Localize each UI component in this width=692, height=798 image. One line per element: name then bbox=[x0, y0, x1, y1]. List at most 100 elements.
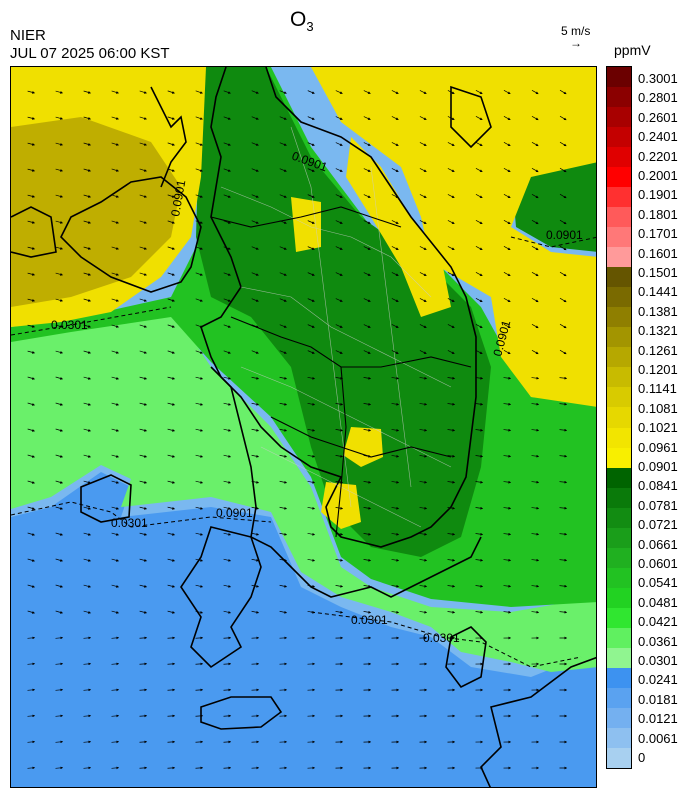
wind-arrow bbox=[111, 610, 120, 614]
field-olive-northwest bbox=[11, 117, 181, 307]
wind-arrow bbox=[139, 532, 148, 536]
wind-arrow bbox=[195, 480, 204, 484]
wind-arrow bbox=[83, 168, 92, 172]
colorbar-swatch bbox=[607, 87, 631, 108]
wind-arrow bbox=[335, 90, 343, 94]
wind-arrow bbox=[391, 220, 399, 224]
wind-arrow bbox=[167, 272, 175, 276]
wind-arrow bbox=[251, 584, 260, 588]
colorbar-swatch bbox=[607, 467, 631, 489]
wind-arrow bbox=[223, 350, 231, 354]
wind-arrow bbox=[55, 116, 64, 120]
contour-southwest bbox=[11, 501, 272, 528]
wind-arrow bbox=[251, 402, 260, 406]
wind-arrow bbox=[419, 168, 427, 172]
wind-arrow bbox=[83, 324, 92, 328]
wind-arrow bbox=[419, 376, 428, 380]
wind-arrow bbox=[27, 662, 36, 666]
wind-arrow bbox=[27, 428, 36, 432]
wind-arrow bbox=[363, 480, 372, 484]
wind-arrow bbox=[503, 350, 511, 355]
colorbar-swatch bbox=[607, 147, 631, 168]
wind-arrow bbox=[251, 350, 259, 354]
wind-arrow bbox=[55, 324, 64, 328]
wind-arrow bbox=[447, 402, 456, 406]
wind-arrow bbox=[139, 90, 147, 94]
wind-arrow bbox=[139, 584, 148, 588]
wind-arrow bbox=[531, 454, 540, 458]
wind-arrow bbox=[251, 480, 260, 484]
wind-arrow bbox=[27, 220, 36, 224]
wind-arrow bbox=[55, 298, 64, 302]
wind-arrow bbox=[83, 350, 92, 354]
wind-arrow bbox=[27, 714, 36, 718]
vector-scale-label: 5 m/s bbox=[561, 24, 591, 38]
wind-arrow bbox=[167, 688, 176, 692]
wind-arrow bbox=[307, 376, 316, 380]
wind-arrow bbox=[307, 194, 315, 198]
wind-arrow bbox=[111, 142, 120, 146]
colorbar-swatch bbox=[607, 607, 631, 629]
wind-arrow bbox=[167, 220, 175, 224]
wind-arrow bbox=[83, 376, 92, 380]
wind-arrow bbox=[139, 662, 148, 666]
colorbar-tick-label: 0.3001 bbox=[638, 71, 678, 86]
wind-arrow bbox=[307, 480, 316, 484]
wind-arrow bbox=[559, 532, 568, 536]
wind-arrow bbox=[195, 220, 203, 224]
wind-arrow bbox=[111, 324, 120, 328]
wind-arrow bbox=[419, 610, 428, 614]
wind-arrow bbox=[419, 298, 427, 302]
wind-arrow bbox=[167, 168, 175, 172]
wind-arrow bbox=[503, 194, 511, 199]
colorbar-tick-label: 0.0901 bbox=[638, 459, 678, 474]
wind-arrow bbox=[279, 90, 287, 94]
wind-arrow bbox=[251, 246, 259, 250]
wind-arrow bbox=[335, 220, 343, 224]
wind-arrow bbox=[195, 506, 204, 510]
admin-border-2 bbox=[240, 286, 452, 388]
wind-arrow bbox=[55, 90, 64, 94]
wind-arrow bbox=[251, 142, 259, 146]
wind-arrow bbox=[55, 766, 64, 770]
wind-arrow bbox=[419, 116, 427, 120]
wind-arrow bbox=[307, 298, 315, 302]
wind-arrow bbox=[531, 115, 539, 121]
colorbar-swatch bbox=[607, 527, 631, 549]
wind-arrow bbox=[167, 454, 176, 458]
colorbar-tick-label: 0.1261 bbox=[638, 342, 678, 358]
wind-arrow bbox=[223, 298, 231, 302]
wind-arrow bbox=[55, 610, 64, 614]
wind-arrow bbox=[111, 662, 120, 666]
wind-arrow bbox=[391, 610, 400, 614]
colorbar-tick-label: 0.1381 bbox=[638, 303, 678, 319]
wind-arrow bbox=[27, 168, 36, 172]
field-yellow-coast bbox=[346, 137, 451, 317]
wind-arrow bbox=[447, 480, 456, 484]
wind-arrow bbox=[55, 740, 64, 744]
wind-arrow bbox=[167, 194, 175, 198]
colorbar-tick-label: 0.1021 bbox=[638, 420, 678, 436]
wind-arrow bbox=[167, 714, 176, 718]
wind-arrow bbox=[335, 402, 344, 406]
wind-arrow bbox=[475, 324, 483, 328]
colorbar-swatch bbox=[607, 327, 631, 348]
wind-arrow bbox=[335, 610, 344, 614]
wind-arrow bbox=[111, 480, 120, 484]
wind-arrow bbox=[531, 480, 540, 484]
wind-arrow bbox=[139, 402, 148, 406]
wind-arrow bbox=[139, 636, 148, 640]
colorbar-swatch bbox=[607, 227, 631, 248]
wind-arrow bbox=[531, 506, 540, 510]
wind-arrow bbox=[167, 246, 175, 250]
wind-arrow bbox=[83, 116, 92, 120]
wind-arrow bbox=[167, 610, 176, 614]
wind-arrow bbox=[83, 714, 92, 718]
wind-arrow bbox=[27, 324, 36, 328]
wind-arrow bbox=[503, 584, 512, 588]
wind-arrow bbox=[83, 584, 92, 588]
wind-arrow bbox=[27, 532, 36, 536]
wind-arrow bbox=[363, 142, 371, 146]
wind-arrow bbox=[503, 90, 511, 95]
tsushima-coast bbox=[445, 626, 487, 689]
